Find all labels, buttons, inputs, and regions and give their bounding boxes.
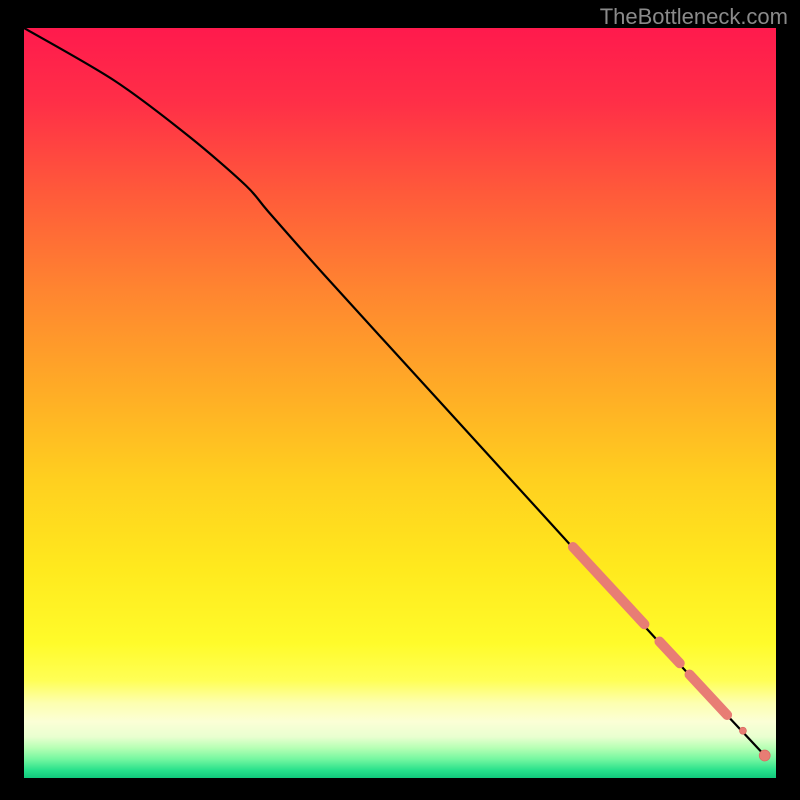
bottleneck-chart: [24, 28, 776, 778]
chart-frame: TheBottleneck.com: [0, 0, 800, 800]
plot-area: [24, 28, 776, 778]
gradient-background: [24, 28, 776, 778]
marker-dot: [759, 750, 770, 761]
watermark-text: TheBottleneck.com: [600, 4, 788, 30]
marker-dot: [739, 727, 746, 734]
